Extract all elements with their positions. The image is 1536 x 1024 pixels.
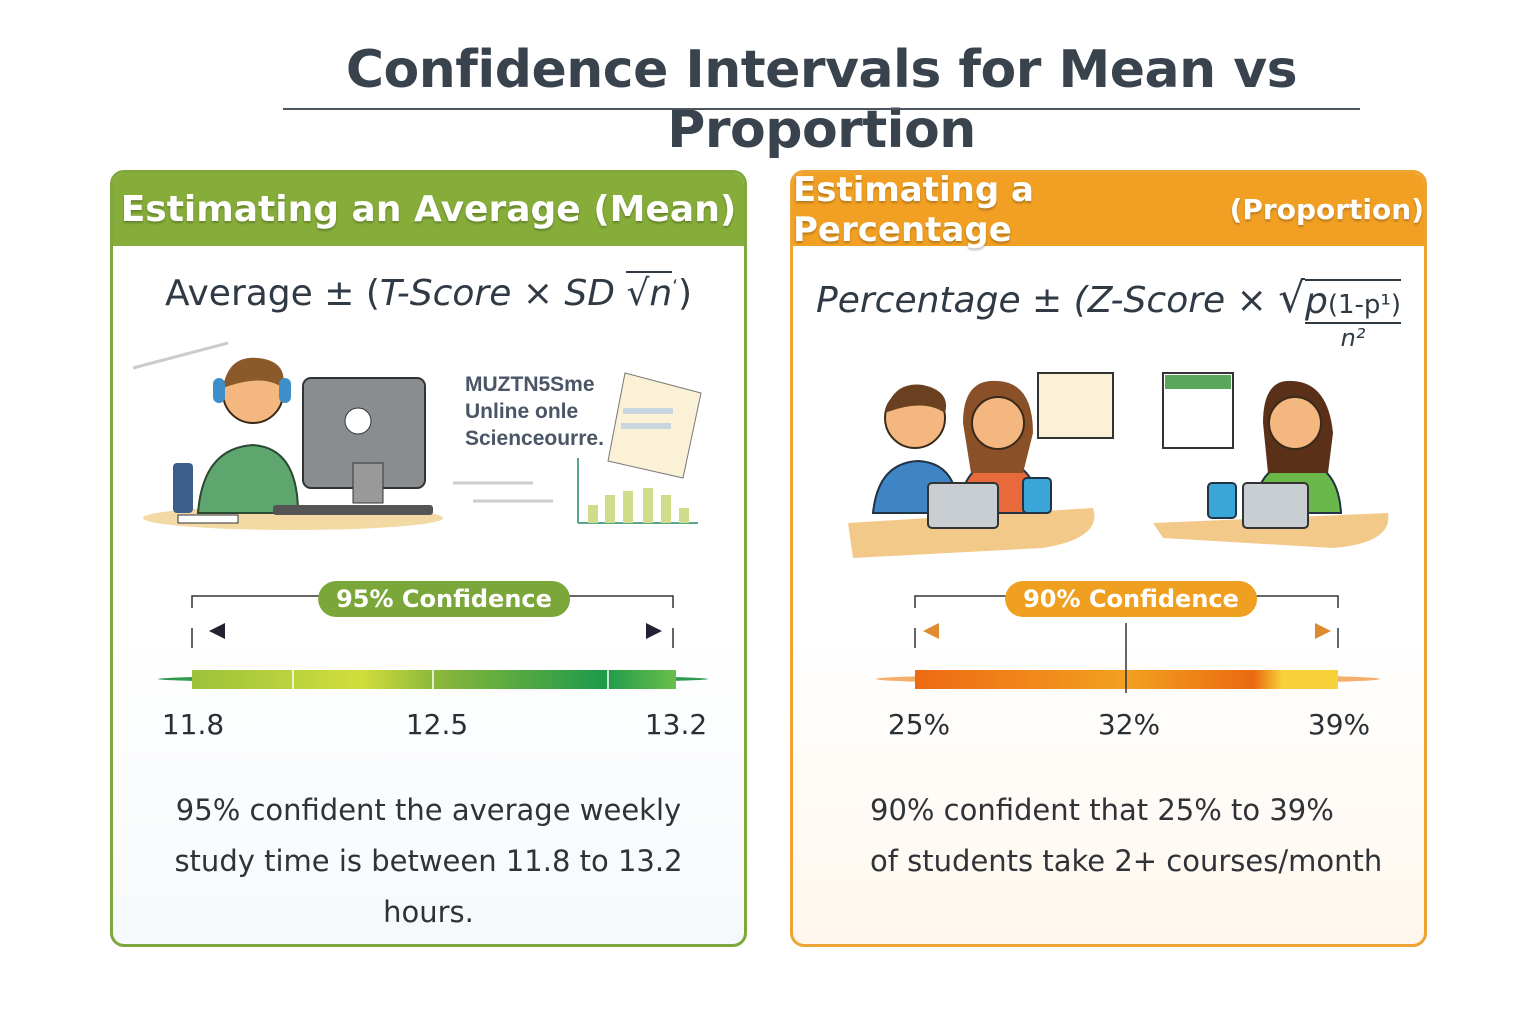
- interval-bracket: [914, 595, 1339, 648]
- mean-formula: Average ± (T-Score × SD √nʻ): [113, 271, 744, 314]
- illustration-text-1: MUZTN5Sme: [465, 373, 595, 396]
- header-main: Estimating a Percentage: [793, 170, 1034, 250]
- mean-interval-graphic: [158, 595, 708, 689]
- formula-t-score: T-Score: [379, 273, 512, 314]
- illustration-text-3: Scienceourre.: [465, 427, 604, 450]
- formula-one-minus-p: (1-p¹): [1327, 290, 1401, 320]
- proportion-card: Estimating a Percentage (Proportion) Perc…: [790, 170, 1427, 947]
- proportion-card-header: Estimating a Percentage (Proportion): [793, 173, 1424, 250]
- tick-mid: 12.5: [405, 708, 469, 741]
- fraction: p(1-p¹) n²: [1304, 279, 1401, 352]
- confidence-badge: 90% Confidence: [1005, 581, 1257, 617]
- proportion-interval-scale: 90% Confidence 25% 32% 39%: [793, 578, 1424, 741]
- mean-description: 95% confident the average weekly study t…: [174, 793, 683, 929]
- proportion-formula: Percentage ± (Z-Score × √ p(1-p¹) n²: [793, 273, 1424, 352]
- interval-bar: [192, 670, 676, 689]
- tick-low: 11.8: [161, 708, 225, 741]
- formula-p: p: [1304, 281, 1328, 322]
- page-title: Confidence Intervals for Mean vs Proport…: [345, 40, 1298, 160]
- illustration-text-2: Unline onle: [465, 400, 578, 423]
- proportion-interval-graphic: [876, 595, 1380, 693]
- tick-high: 13.2: [644, 708, 708, 741]
- students-laptops-illustration: [848, 372, 1389, 558]
- formula-sd: × SD: [511, 273, 627, 314]
- formula-sup: ʻ: [672, 276, 678, 297]
- tick-high: 39%: [1307, 708, 1371, 741]
- formula-lead: Percentage ± (Z-Score ×: [816, 280, 1279, 321]
- mean-card-header: Estimating an Average (Mean): [113, 173, 744, 246]
- formula-lead: Average ± (: [164, 273, 380, 314]
- description-line-1: 90% confident that 25% to 39%: [870, 793, 1334, 827]
- formula-n: n: [649, 271, 673, 314]
- interval-bracket: [191, 595, 674, 648]
- student-computer-illustration: MUZTN5Sme Unline onle Scienceourre.: [132, 341, 702, 530]
- tick-mid: 32%: [1097, 708, 1161, 741]
- description-line-2: of students take 2+ courses/month: [870, 844, 1383, 878]
- mean-interval-scale: 95% Confidence 11.8 12.5 13.2: [113, 578, 744, 741]
- confidence-badge: 95% Confidence: [318, 581, 570, 617]
- formula-n2: n²: [1340, 324, 1366, 352]
- tick-low: 25%: [887, 708, 951, 741]
- proportion-description: 90% confident that 25% to 39% of student…: [793, 785, 1424, 887]
- sqrt-symbol: √: [626, 271, 650, 314]
- mean-card: Estimating an Average (Mean) Average ± (…: [110, 170, 747, 947]
- title-underline: [283, 108, 1360, 110]
- header-small: (Proportion): [1229, 193, 1424, 226]
- formula-close: ): [677, 273, 693, 314]
- sqrt-symbol: √: [1278, 273, 1305, 322]
